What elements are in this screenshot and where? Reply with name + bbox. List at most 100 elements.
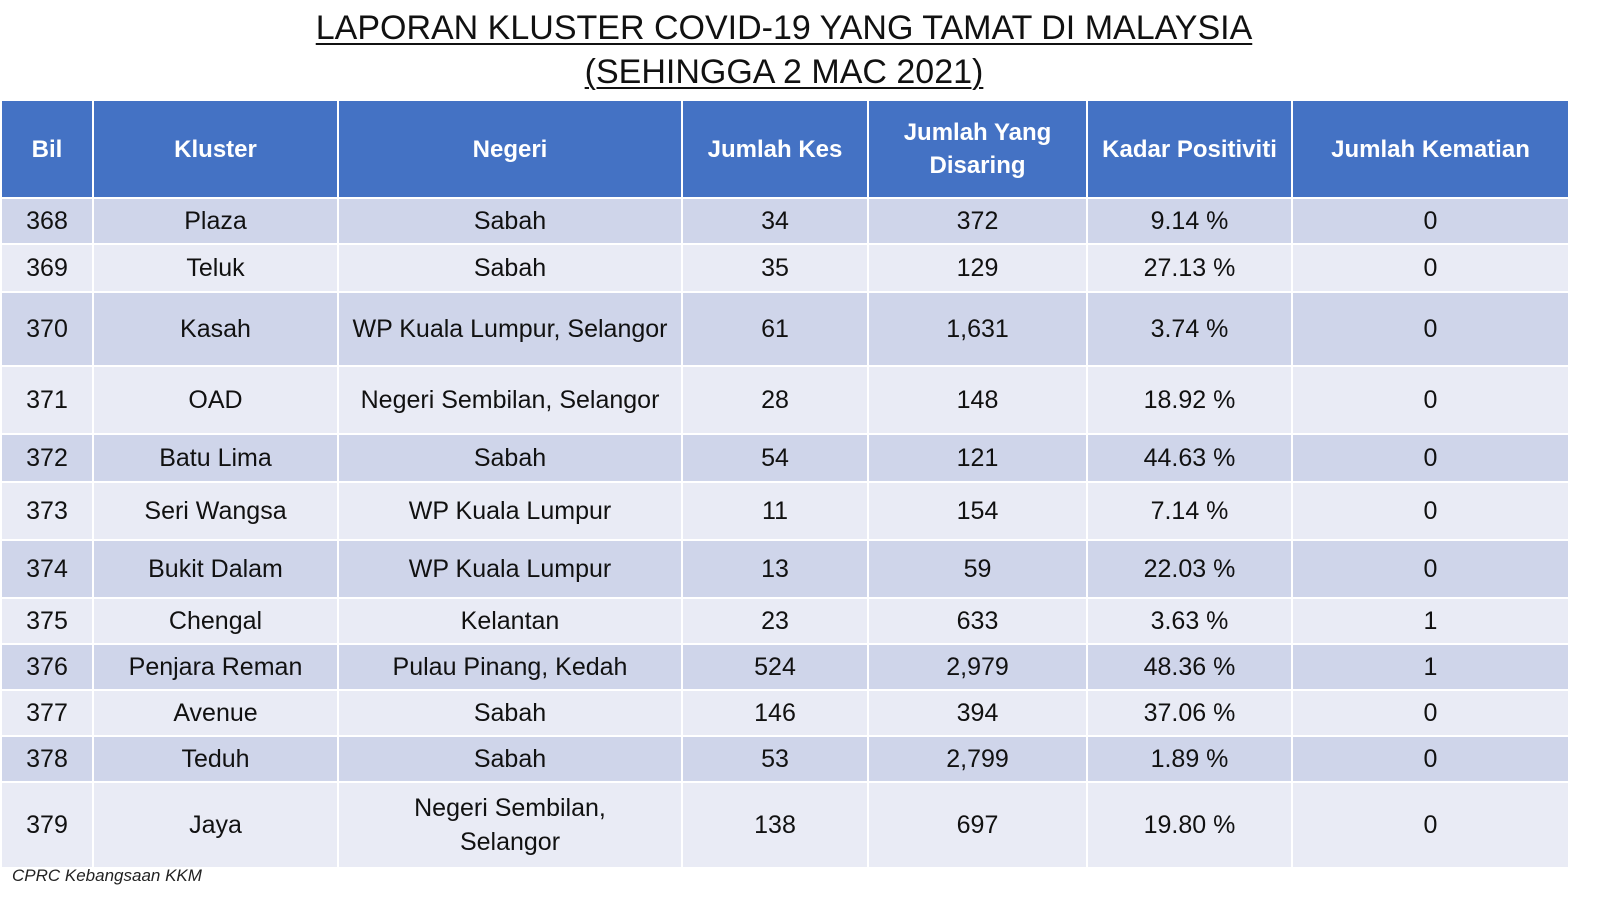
table-row: 371 OAD Negeri Sembilan, Selangor 28 148…: [0, 365, 1570, 435]
cell-bil: 376: [0, 643, 94, 691]
cell-kluster: Avenue: [92, 689, 339, 737]
cell-bil: 377: [0, 689, 94, 737]
cell-kluster: Batu Lima: [92, 433, 339, 483]
cell-negeri: Kelantan: [337, 597, 683, 645]
table-row: 372 Batu Lima Sabah 54 121 44.63 % 0: [0, 433, 1570, 483]
cell-kematian: 0: [1291, 197, 1570, 245]
cell-bil: 368: [0, 197, 94, 245]
header-negeri: Negeri: [337, 99, 683, 199]
cell-kes: 138: [681, 781, 869, 869]
cell-disaring: 129: [867, 243, 1088, 293]
cell-disaring: 148: [867, 365, 1088, 435]
cell-kes: 524: [681, 643, 869, 691]
cell-kes: 53: [681, 735, 869, 783]
cell-negeri: Sabah: [337, 243, 683, 293]
cell-positiviti: 1.89 %: [1086, 735, 1293, 783]
cell-positiviti: 19.80 %: [1086, 781, 1293, 869]
cell-disaring: 2,799: [867, 735, 1088, 783]
cluster-table: Bil Kluster Negeri Jumlah Kes Jumlah Yan…: [0, 99, 1570, 869]
cell-kluster: Chengal: [92, 597, 339, 645]
table-row: 373 Seri Wangsa WP Kuala Lumpur 11 154 7…: [0, 481, 1570, 541]
cell-positiviti: 22.03 %: [1086, 539, 1293, 599]
cell-negeri: WP Kuala Lumpur: [337, 481, 683, 541]
cell-kluster: Kasah: [92, 291, 339, 367]
cell-kematian: 0: [1291, 689, 1570, 737]
table-row: 376 Penjara Reman Pulau Pinang, Kedah 52…: [0, 643, 1570, 691]
cell-kluster: Seri Wangsa: [92, 481, 339, 541]
table-row: 370 Kasah WP Kuala Lumpur, Selangor 61 1…: [0, 291, 1570, 367]
cell-bil: 369: [0, 243, 94, 293]
cell-bil: 378: [0, 735, 94, 783]
header-jumlah-kematian: Jumlah Kematian: [1291, 99, 1570, 199]
cell-disaring: 59: [867, 539, 1088, 599]
cell-kluster: Jaya: [92, 781, 339, 869]
cell-kematian: 0: [1291, 365, 1570, 435]
cell-kluster: Penjara Reman: [92, 643, 339, 691]
table-row: 374 Bukit Dalam WP Kuala Lumpur 13 59 22…: [0, 539, 1570, 599]
cell-positiviti: 7.14 %: [1086, 481, 1293, 541]
header-bil: Bil: [0, 99, 94, 199]
source-note: CPRC Kebangsaan KKM: [12, 866, 202, 885]
cell-kematian: 1: [1291, 643, 1570, 691]
cell-kematian: 1: [1291, 597, 1570, 645]
cell-kes: 28: [681, 365, 869, 435]
header-kluster: Kluster: [92, 99, 339, 199]
cell-kes: 35: [681, 243, 869, 293]
cell-kes: 61: [681, 291, 869, 367]
table-row: 368 Plaza Sabah 34 372 9.14 % 0: [0, 197, 1570, 245]
cell-disaring: 121: [867, 433, 1088, 483]
cell-positiviti: 3.63 %: [1086, 597, 1293, 645]
cell-negeri: Sabah: [337, 197, 683, 245]
table-row: 369 Teluk Sabah 35 129 27.13 % 0: [0, 243, 1570, 293]
cell-kes: 23: [681, 597, 869, 645]
cell-kluster: Teluk: [92, 243, 339, 293]
cell-bil: 372: [0, 433, 94, 483]
cell-kematian: 0: [1291, 735, 1570, 783]
cell-kluster: Teduh: [92, 735, 339, 783]
title-line-2: (SEHINGGA 2 MAC 2021): [584, 53, 984, 91]
header-kadar-positiviti: Kadar Positiviti: [1086, 99, 1293, 199]
table-row: 377 Avenue Sabah 146 394 37.06 % 0: [0, 689, 1570, 737]
cell-bil: 373: [0, 481, 94, 541]
cell-negeri: Sabah: [337, 689, 683, 737]
header-jumlah-kes: Jumlah Kes: [681, 99, 869, 199]
cell-kematian: 0: [1291, 481, 1570, 541]
cell-disaring: 1,631: [867, 291, 1088, 367]
cell-negeri: Negeri Sembilan, Selangor: [337, 365, 683, 435]
header-jumlah-disaring: Jumlah Yang Disaring: [867, 99, 1088, 199]
cell-negeri: Sabah: [337, 735, 683, 783]
cell-bil: 375: [0, 597, 94, 645]
cell-kematian: 0: [1291, 243, 1570, 293]
cell-disaring: 2,979: [867, 643, 1088, 691]
table-row: 379 Jaya Negeri Sembilan, Selangor 138 6…: [0, 781, 1570, 869]
cell-kes: 34: [681, 197, 869, 245]
table-header-row: Bil Kluster Negeri Jumlah Kes Jumlah Yan…: [0, 99, 1570, 199]
cell-positiviti: 18.92 %: [1086, 365, 1293, 435]
cell-negeri: Negeri Sembilan, Selangor: [337, 781, 683, 869]
cell-positiviti: 44.63 %: [1086, 433, 1293, 483]
cell-positiviti: 37.06 %: [1086, 689, 1293, 737]
cell-disaring: 697: [867, 781, 1088, 869]
cell-kluster: OAD: [92, 365, 339, 435]
table-row: 375 Chengal Kelantan 23 633 3.63 % 1: [0, 597, 1570, 645]
cell-positiviti: 9.14 %: [1086, 197, 1293, 245]
cluster-table-container: Bil Kluster Negeri Jumlah Kes Jumlah Yan…: [0, 99, 1570, 869]
cell-kes: 54: [681, 433, 869, 483]
cell-disaring: 154: [867, 481, 1088, 541]
cell-kluster: Plaza: [92, 197, 339, 245]
title-line-1: LAPORAN KLUSTER COVID-19 YANG TAMAT DI M…: [315, 9, 1253, 47]
table-row: 378 Teduh Sabah 53 2,799 1.89 % 0: [0, 735, 1570, 783]
cell-positiviti: 3.74 %: [1086, 291, 1293, 367]
cell-negeri: WP Kuala Lumpur: [337, 539, 683, 599]
cell-negeri: Pulau Pinang, Kedah: [337, 643, 683, 691]
cell-kematian: 0: [1291, 539, 1570, 599]
cell-kes: 146: [681, 689, 869, 737]
cell-kematian: 0: [1291, 781, 1570, 869]
report-title: LAPORAN KLUSTER COVID-19 YANG TAMAT DI M…: [0, 6, 1568, 94]
cell-kes: 11: [681, 481, 869, 541]
cell-bil: 371: [0, 365, 94, 435]
cell-negeri: Sabah: [337, 433, 683, 483]
cell-kluster: Bukit Dalam: [92, 539, 339, 599]
cell-positiviti: 27.13 %: [1086, 243, 1293, 293]
cell-disaring: 633: [867, 597, 1088, 645]
